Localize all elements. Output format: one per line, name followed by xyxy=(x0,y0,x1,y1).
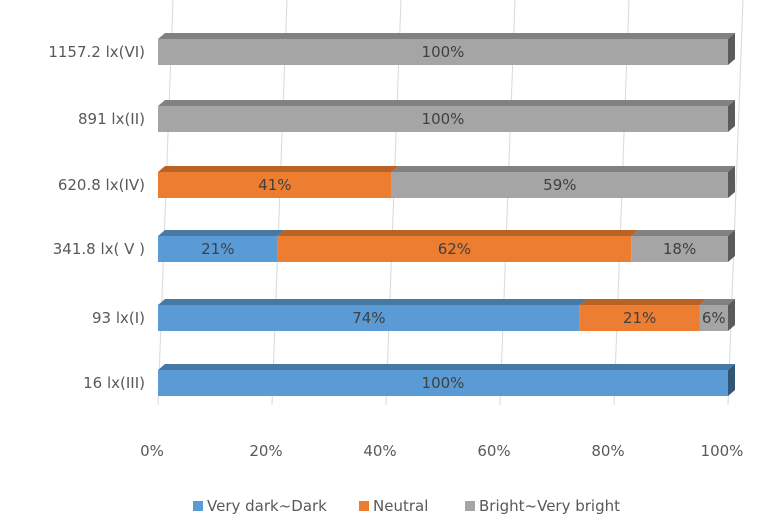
data-label: 59% xyxy=(543,176,576,194)
bar-top-face xyxy=(158,33,735,39)
gridline xyxy=(727,0,744,406)
bar-segment xyxy=(391,172,728,198)
bar-segment xyxy=(158,305,580,331)
data-label: 62% xyxy=(438,240,471,258)
data-label: 100% xyxy=(422,43,465,61)
bar-top-face xyxy=(699,299,735,305)
legend-label: Neutral xyxy=(373,497,428,515)
category-label: 1157.2 lx(VI) xyxy=(48,43,145,61)
bar-side-face xyxy=(728,100,735,132)
data-label: 21% xyxy=(201,240,234,258)
category-label: 93 lx(I) xyxy=(92,309,145,327)
bar-top-face xyxy=(158,364,735,370)
data-label: 74% xyxy=(352,309,385,327)
data-label: 6% xyxy=(702,309,726,327)
bar-side-face xyxy=(728,166,735,198)
gridline xyxy=(271,0,288,406)
bar-segment xyxy=(631,236,728,262)
bar-segment xyxy=(158,172,392,198)
bar-side-face xyxy=(728,33,735,65)
x-tick-label: 100% xyxy=(701,442,744,460)
bar-side-face xyxy=(728,299,735,331)
bar-top-face xyxy=(158,299,587,305)
bar-segment xyxy=(158,370,728,396)
bar-top-face xyxy=(158,100,735,106)
bar-segment xyxy=(158,39,728,65)
legend-swatch xyxy=(193,501,203,511)
x-tick-label: 60% xyxy=(477,442,510,460)
x-tick-label: 40% xyxy=(363,442,396,460)
bar-segment xyxy=(579,305,700,331)
x-tick-label: 20% xyxy=(249,442,282,460)
category-label: 16 lx(III) xyxy=(83,374,145,392)
category-label: 341.8 lx( V ) xyxy=(53,240,145,258)
data-label: 21% xyxy=(623,309,656,327)
category-label: 620.8 lx(IV) xyxy=(58,176,145,194)
data-label: 18% xyxy=(663,240,696,258)
bar-segment xyxy=(277,236,632,262)
bar-top-face xyxy=(391,166,735,172)
gridline xyxy=(385,0,402,406)
category-label: 891 lx(II) xyxy=(78,110,145,128)
bar-side-face xyxy=(728,230,735,262)
bar-top-face xyxy=(158,166,399,172)
data-label: 100% xyxy=(422,374,465,392)
x-tick-label: 80% xyxy=(591,442,624,460)
bar-segment xyxy=(158,106,728,132)
legend-label: Bright~Very bright xyxy=(479,497,620,515)
legend-label: Very dark~Dark xyxy=(207,497,327,515)
bar-top-face xyxy=(277,230,639,236)
bar-segment xyxy=(699,305,728,331)
bar-top-face xyxy=(631,230,735,236)
bar-side-face xyxy=(728,364,735,396)
bar-top-face xyxy=(579,299,707,305)
gridline xyxy=(499,0,516,406)
bar-segment xyxy=(158,236,278,262)
data-label: 100% xyxy=(422,110,465,128)
gridline xyxy=(613,0,630,406)
legend-swatch xyxy=(465,501,475,511)
legend-swatch xyxy=(359,501,369,511)
data-label: 41% xyxy=(258,176,291,194)
bar-top-face xyxy=(158,230,285,236)
x-tick-label: 0% xyxy=(140,442,164,460)
gridline xyxy=(157,0,174,406)
